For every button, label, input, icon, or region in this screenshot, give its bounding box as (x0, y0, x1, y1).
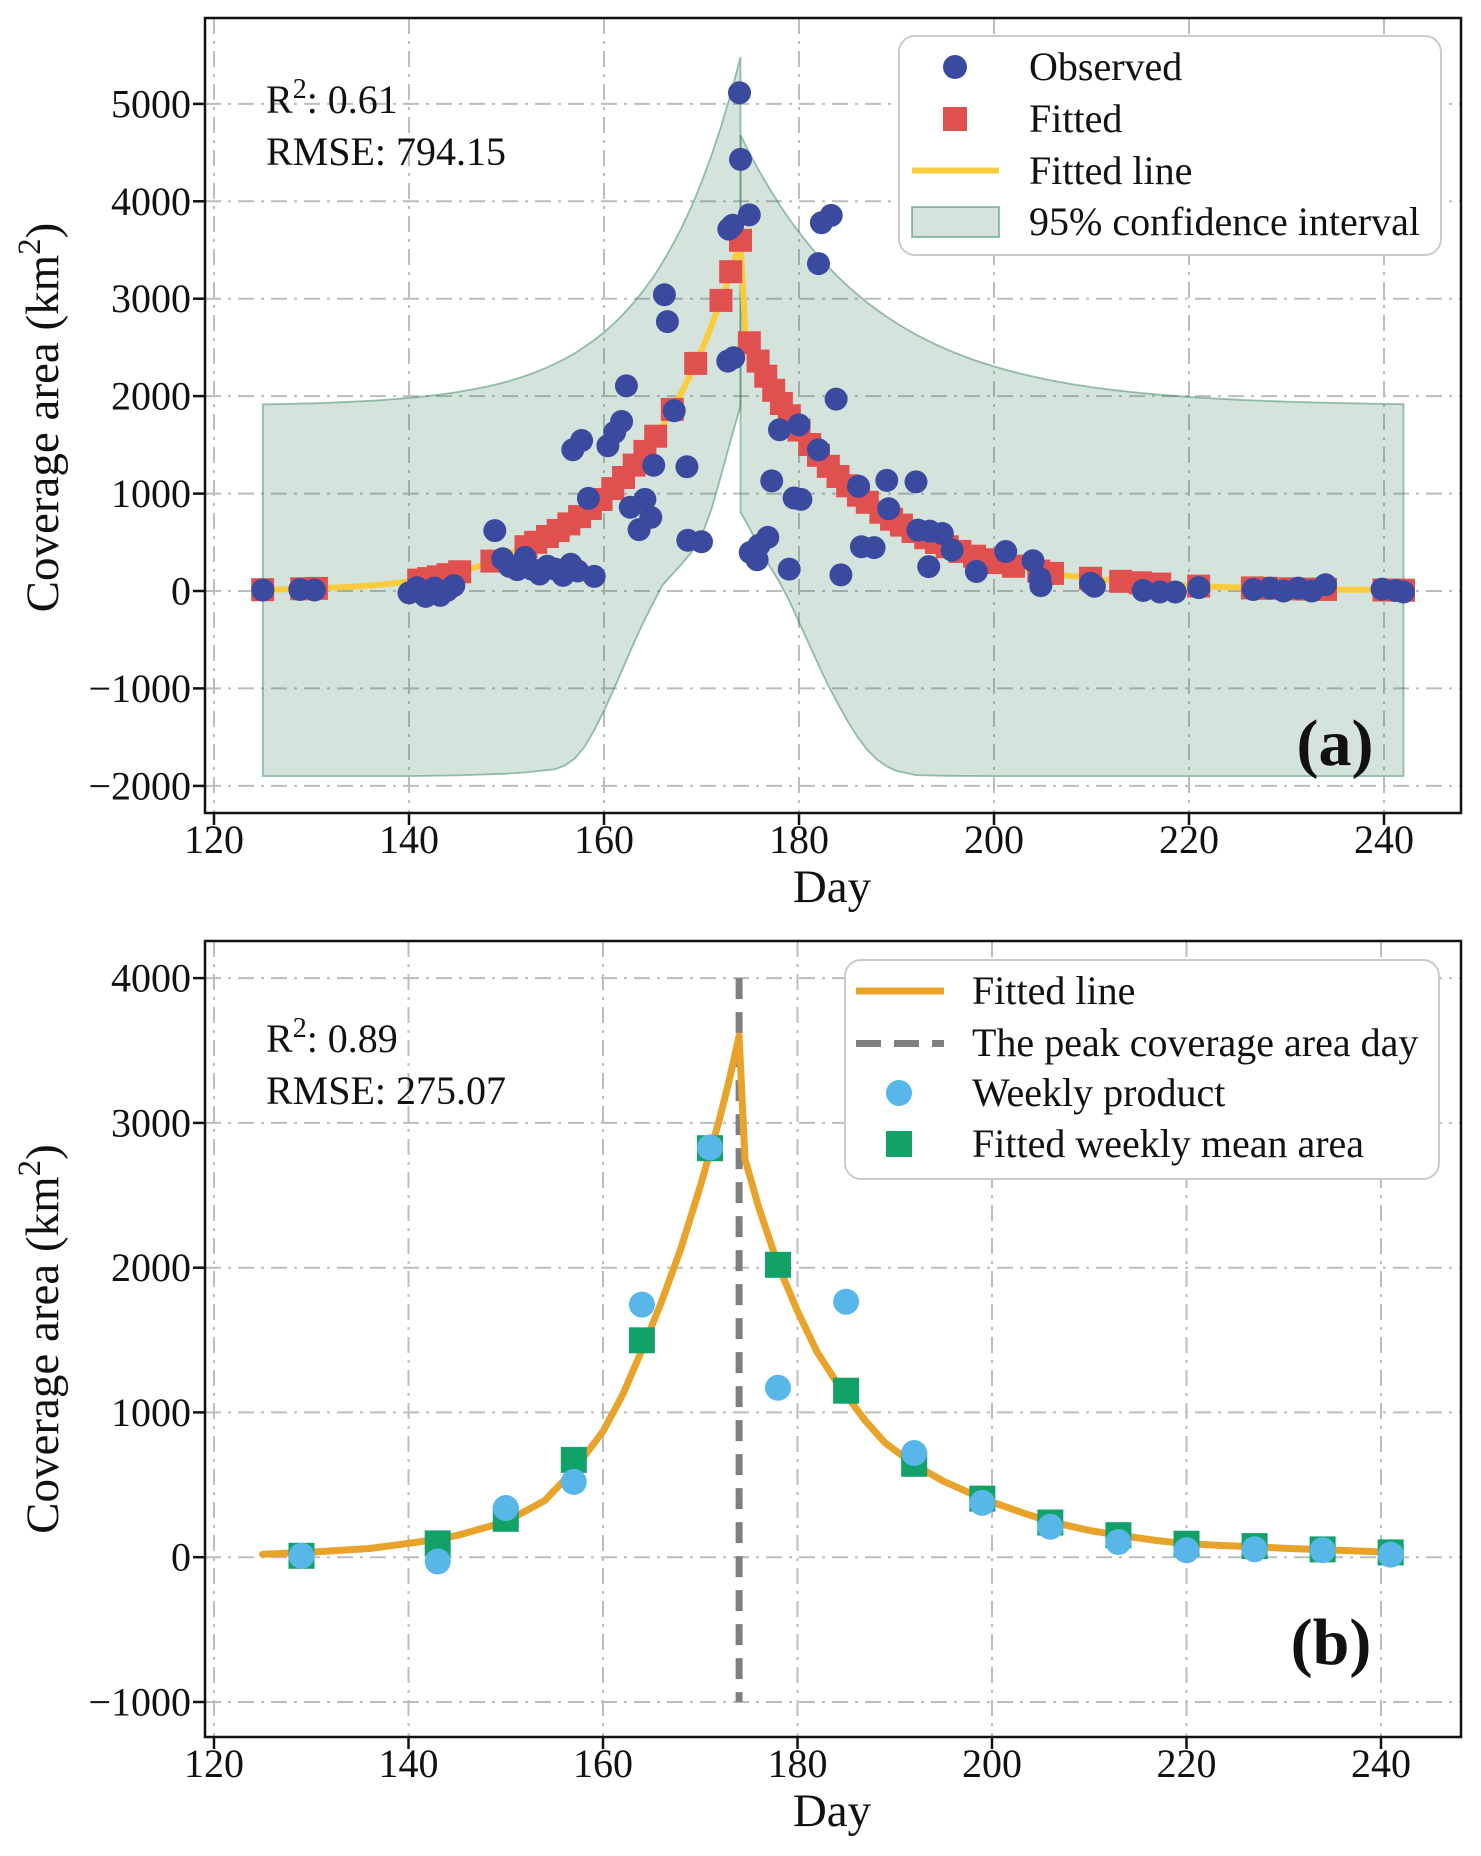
svg-text:180: 180 (769, 817, 829, 862)
svg-text:180: 180 (768, 1741, 828, 1786)
svg-text:0: 0 (171, 569, 191, 614)
svg-text:220: 220 (1159, 817, 1219, 862)
svg-text:Fitted: Fitted (1029, 96, 1122, 141)
svg-text:−1000: −1000 (88, 666, 191, 711)
svg-text:240: 240 (1354, 817, 1414, 862)
svg-text:Fitted line: Fitted line (1029, 148, 1192, 193)
svg-text:4000: 4000 (111, 179, 191, 224)
svg-text:2000: 2000 (111, 374, 191, 419)
svg-text:200: 200 (962, 1741, 1022, 1786)
svg-text:160: 160 (573, 1741, 633, 1786)
svg-text:120: 120 (184, 1741, 244, 1786)
svg-text:140: 140 (379, 817, 439, 862)
svg-text:3000: 3000 (111, 276, 191, 321)
svg-text:1000: 1000 (111, 1390, 191, 1435)
svg-text:220: 220 (1157, 1741, 1217, 1786)
svg-text:4000: 4000 (111, 956, 191, 1001)
svg-text:Coverage area (km2): Coverage area (km2) (12, 223, 69, 613)
svg-text:3000: 3000 (111, 1100, 191, 1145)
svg-text:RMSE: 794.15: RMSE: 794.15 (266, 129, 506, 174)
svg-text:Observed: Observed (1029, 44, 1182, 89)
svg-text:Weekly product: Weekly product (972, 1070, 1225, 1115)
svg-text:(a): (a) (1297, 707, 1374, 780)
svg-text:Coverage area (km2): Coverage area (km2) (12, 1144, 69, 1534)
svg-text:Fitted line: Fitted line (972, 968, 1135, 1013)
svg-text:−2000: −2000 (88, 763, 191, 808)
svg-text:120: 120 (184, 817, 244, 862)
svg-text:RMSE: 275.07: RMSE: 275.07 (266, 1068, 506, 1113)
svg-text:200: 200 (964, 817, 1024, 862)
svg-text:2000: 2000 (111, 1245, 191, 1290)
svg-text:160: 160 (574, 817, 634, 862)
svg-text:95% confidence interval: 95% confidence interval (1029, 199, 1420, 244)
svg-text:(b): (b) (1291, 1606, 1372, 1679)
svg-text:0: 0 (171, 1535, 191, 1580)
svg-text:140: 140 (379, 1741, 439, 1786)
svg-text:240: 240 (1351, 1741, 1411, 1786)
svg-text:5000: 5000 (111, 81, 191, 126)
svg-text:Day: Day (793, 1785, 872, 1837)
svg-text:Day: Day (793, 861, 872, 913)
svg-text:The peak coverage area day: The peak coverage area day (972, 1020, 1418, 1065)
svg-text:R2: 0.89: R2: 0.89 (266, 1013, 398, 1061)
svg-text:1000: 1000 (111, 471, 191, 516)
svg-text:R2: 0.61: R2: 0.61 (266, 74, 398, 122)
svg-text:Fitted weekly mean area: Fitted weekly mean area (972, 1121, 1364, 1166)
svg-text:−1000: −1000 (88, 1680, 191, 1725)
